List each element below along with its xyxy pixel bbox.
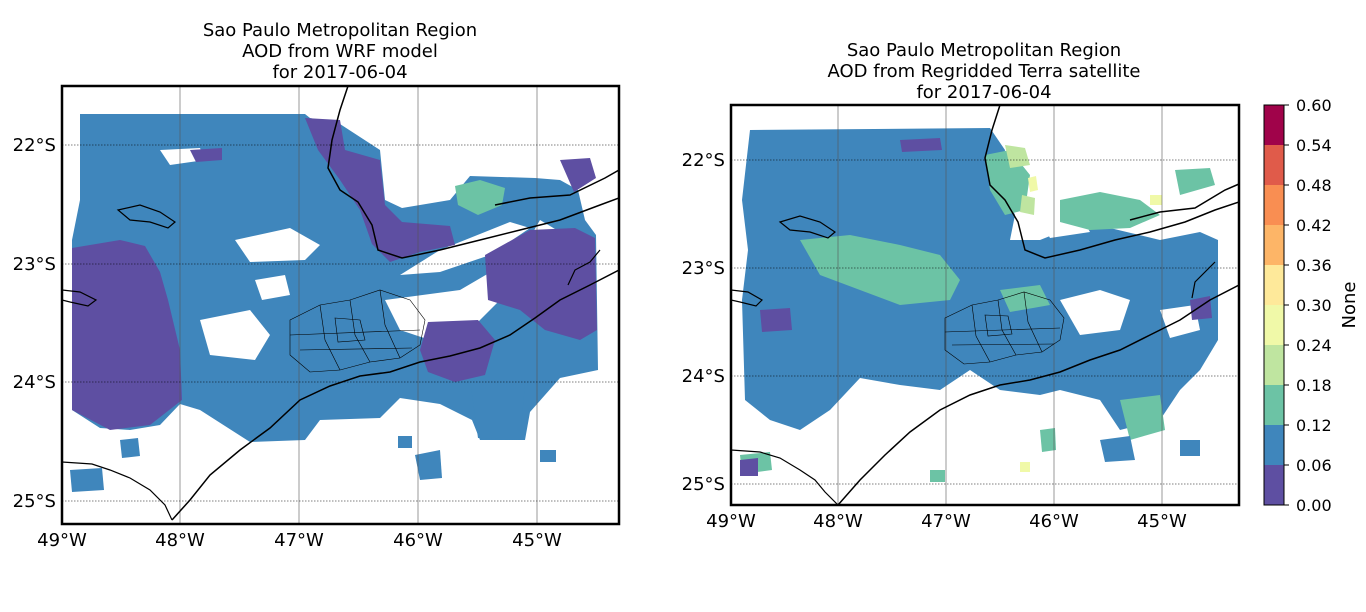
terra-aod-region-blue [742, 128, 1218, 430]
terra-aod-region-yellow [1150, 195, 1162, 205]
colorbar-tick-label: 0.18 [1296, 376, 1332, 395]
wrf-title-line-2: AOD from WRF model [242, 41, 438, 62]
terra-lon-tick: 49°W [706, 511, 756, 532]
terra-aod-patch [1100, 436, 1135, 462]
wrf-aod-patch [540, 450, 556, 462]
wrf-lat-tick: 25°S [13, 491, 56, 512]
terra-aod-region-teal [1060, 192, 1160, 230]
colorbar: 0.00 0.06 0.12 0.18 0.24 0.30 0.36 0.42 0.48 0.54… [1263, 96, 1360, 515]
colorbar-tick-label: 0.12 [1296, 416, 1332, 435]
terra-aod-region-purple [900, 138, 942, 152]
terra-aod-region-lightgreen [1005, 145, 1030, 168]
terra-lon-tick: 45°W [1137, 511, 1187, 532]
wrf-aod-patch [470, 380, 525, 440]
wrf-aod-gap [385, 220, 560, 340]
colorbar-swatch [1264, 185, 1284, 225]
colorbar-swatch [1264, 425, 1284, 465]
colorbar-swatch [1264, 345, 1284, 385]
terra-lat-tick: 25°S [682, 474, 725, 495]
wrf-gridlines [62, 86, 619, 524]
terra-aod-region-purple [1190, 296, 1212, 320]
wrf-aod-patch [120, 438, 140, 458]
wrf-lat-tick: 24°S [13, 372, 56, 393]
wrf-title-line-1: Sao Paulo Metropolitan Region [202, 20, 478, 41]
terra-title: Sao Paulo Metropolitan Region AOD from R… [734, 40, 1234, 103]
wrf-lat-tick: 22°S [13, 135, 56, 156]
colorbar-tick-label: 0.60 [1296, 96, 1332, 115]
wrf-coastline [62, 86, 619, 521]
terra-lon-tick: 47°W [921, 511, 971, 532]
colorbar-swatch [1264, 465, 1284, 505]
wrf-aod-region-purple [420, 320, 495, 382]
colorbar-tick-label: 0.48 [1296, 176, 1332, 195]
wrf-aod-patch [415, 450, 442, 480]
wrf-lon-tick: 45°W [512, 530, 562, 551]
colorbar-tick-label: 0.24 [1296, 336, 1332, 355]
wrf-aod-gap [200, 310, 270, 360]
colorbar-tick-label: 0.42 [1296, 216, 1332, 235]
wrf-lon-axis: 49°W 48°W 47°W 46°W 45°W [37, 530, 562, 551]
wrf-aod-region-teal [455, 180, 505, 215]
colorbar-tick-label: 0.30 [1296, 296, 1332, 315]
terra-aod-region-teal [1120, 395, 1165, 440]
terra-aod-region-purple [740, 458, 758, 476]
terra-aod-patch [1040, 428, 1056, 452]
wrf-lat-axis: 22°S 23°S 24°S 25°S [13, 135, 56, 512]
terra-aod-region-teal [1175, 168, 1215, 195]
wrf-aod-region-purple [485, 228, 597, 340]
terra-map: 49°W 48°W 47°W 46°W 45°W 22°S 23°S 24°S … [682, 103, 1241, 532]
terra-title-line-2: AOD from Regridded Terra satellite [827, 61, 1141, 82]
wrf-map: 49°W 48°W 47°W 46°W 45°W 22°S 23°S 24°S … [13, 84, 621, 551]
terra-lat-axis: 22°S 23°S 24°S 25°S [682, 150, 725, 495]
colorbar-tick-label: 0.06 [1296, 456, 1332, 475]
colorbar-ticks: 0.00 0.06 0.12 0.18 0.24 0.30 0.36 0.42 0.48 0.54… [1284, 96, 1332, 515]
wrf-aod-region-purple [305, 118, 455, 262]
colorbar-swatch [1264, 105, 1284, 145]
wrf-lon-tick: 46°W [393, 530, 443, 551]
colorbar-tick-label: 0.00 [1296, 496, 1332, 515]
wrf-aod-region-purple [560, 158, 596, 192]
terra-lat-tick: 24°S [682, 366, 725, 387]
wrf-aod-field [70, 114, 598, 492]
colorbar-swatch [1264, 385, 1284, 425]
wrf-aod-region-purple [72, 240, 182, 430]
terra-lon-tick: 48°W [813, 511, 863, 532]
terra-lon-axis: 49°W 48°W 47°W 46°W 45°W [706, 511, 1187, 532]
colorbar-tick-label: 0.54 [1296, 136, 1332, 155]
terra-lon-tick: 46°W [1029, 511, 1079, 532]
terra-lat-tick: 22°S [682, 150, 725, 171]
wrf-title-line-3: for 2017-06-04 [272, 62, 408, 83]
terra-aod-patch [930, 470, 945, 482]
terra-aod-field [740, 128, 1218, 482]
wrf-lon-tick: 47°W [274, 530, 324, 551]
terra-aod-patch [1180, 440, 1200, 456]
terra-aod-region-yellow [1028, 176, 1038, 192]
terra-lat-tick: 23°S [682, 258, 725, 279]
terra-aod-region-lightgreen [1020, 195, 1035, 215]
colorbar-swatch [1264, 305, 1284, 345]
terra-aod-region-teal [800, 235, 960, 305]
colorbar-swatch [1264, 265, 1284, 305]
wrf-map-frame [60, 84, 621, 526]
terra-aod-gap [1060, 290, 1130, 335]
colorbar-swatch [1264, 145, 1284, 185]
terra-title-line-1: Sao Paulo Metropolitan Region [846, 40, 1122, 61]
terra-coastline [731, 105, 1239, 505]
wrf-title: Sao Paulo Metropolitan Region AOD from W… [140, 20, 540, 83]
wrf-aod-gap [255, 275, 290, 300]
terra-aod-region-purple [760, 308, 792, 332]
terra-aod-region-yellow [1020, 462, 1030, 472]
wrf-aod-patch [70, 468, 104, 492]
wrf-lat-tick: 23°S [13, 254, 56, 275]
terra-title-line-3: for 2017-06-04 [916, 82, 1052, 103]
wrf-aod-patch [398, 436, 412, 448]
wrf-aod-region-purple [190, 148, 222, 162]
wrf-lon-tick: 48°W [155, 530, 205, 551]
terra-map-frame [729, 103, 1241, 507]
wrf-lon-tick: 49°W [37, 530, 87, 551]
colorbar-swatches [1264, 105, 1284, 505]
colorbar-swatch [1264, 225, 1284, 265]
colorbar-tick-label: 0.36 [1296, 256, 1332, 275]
colorbar-label: None [1339, 282, 1360, 329]
